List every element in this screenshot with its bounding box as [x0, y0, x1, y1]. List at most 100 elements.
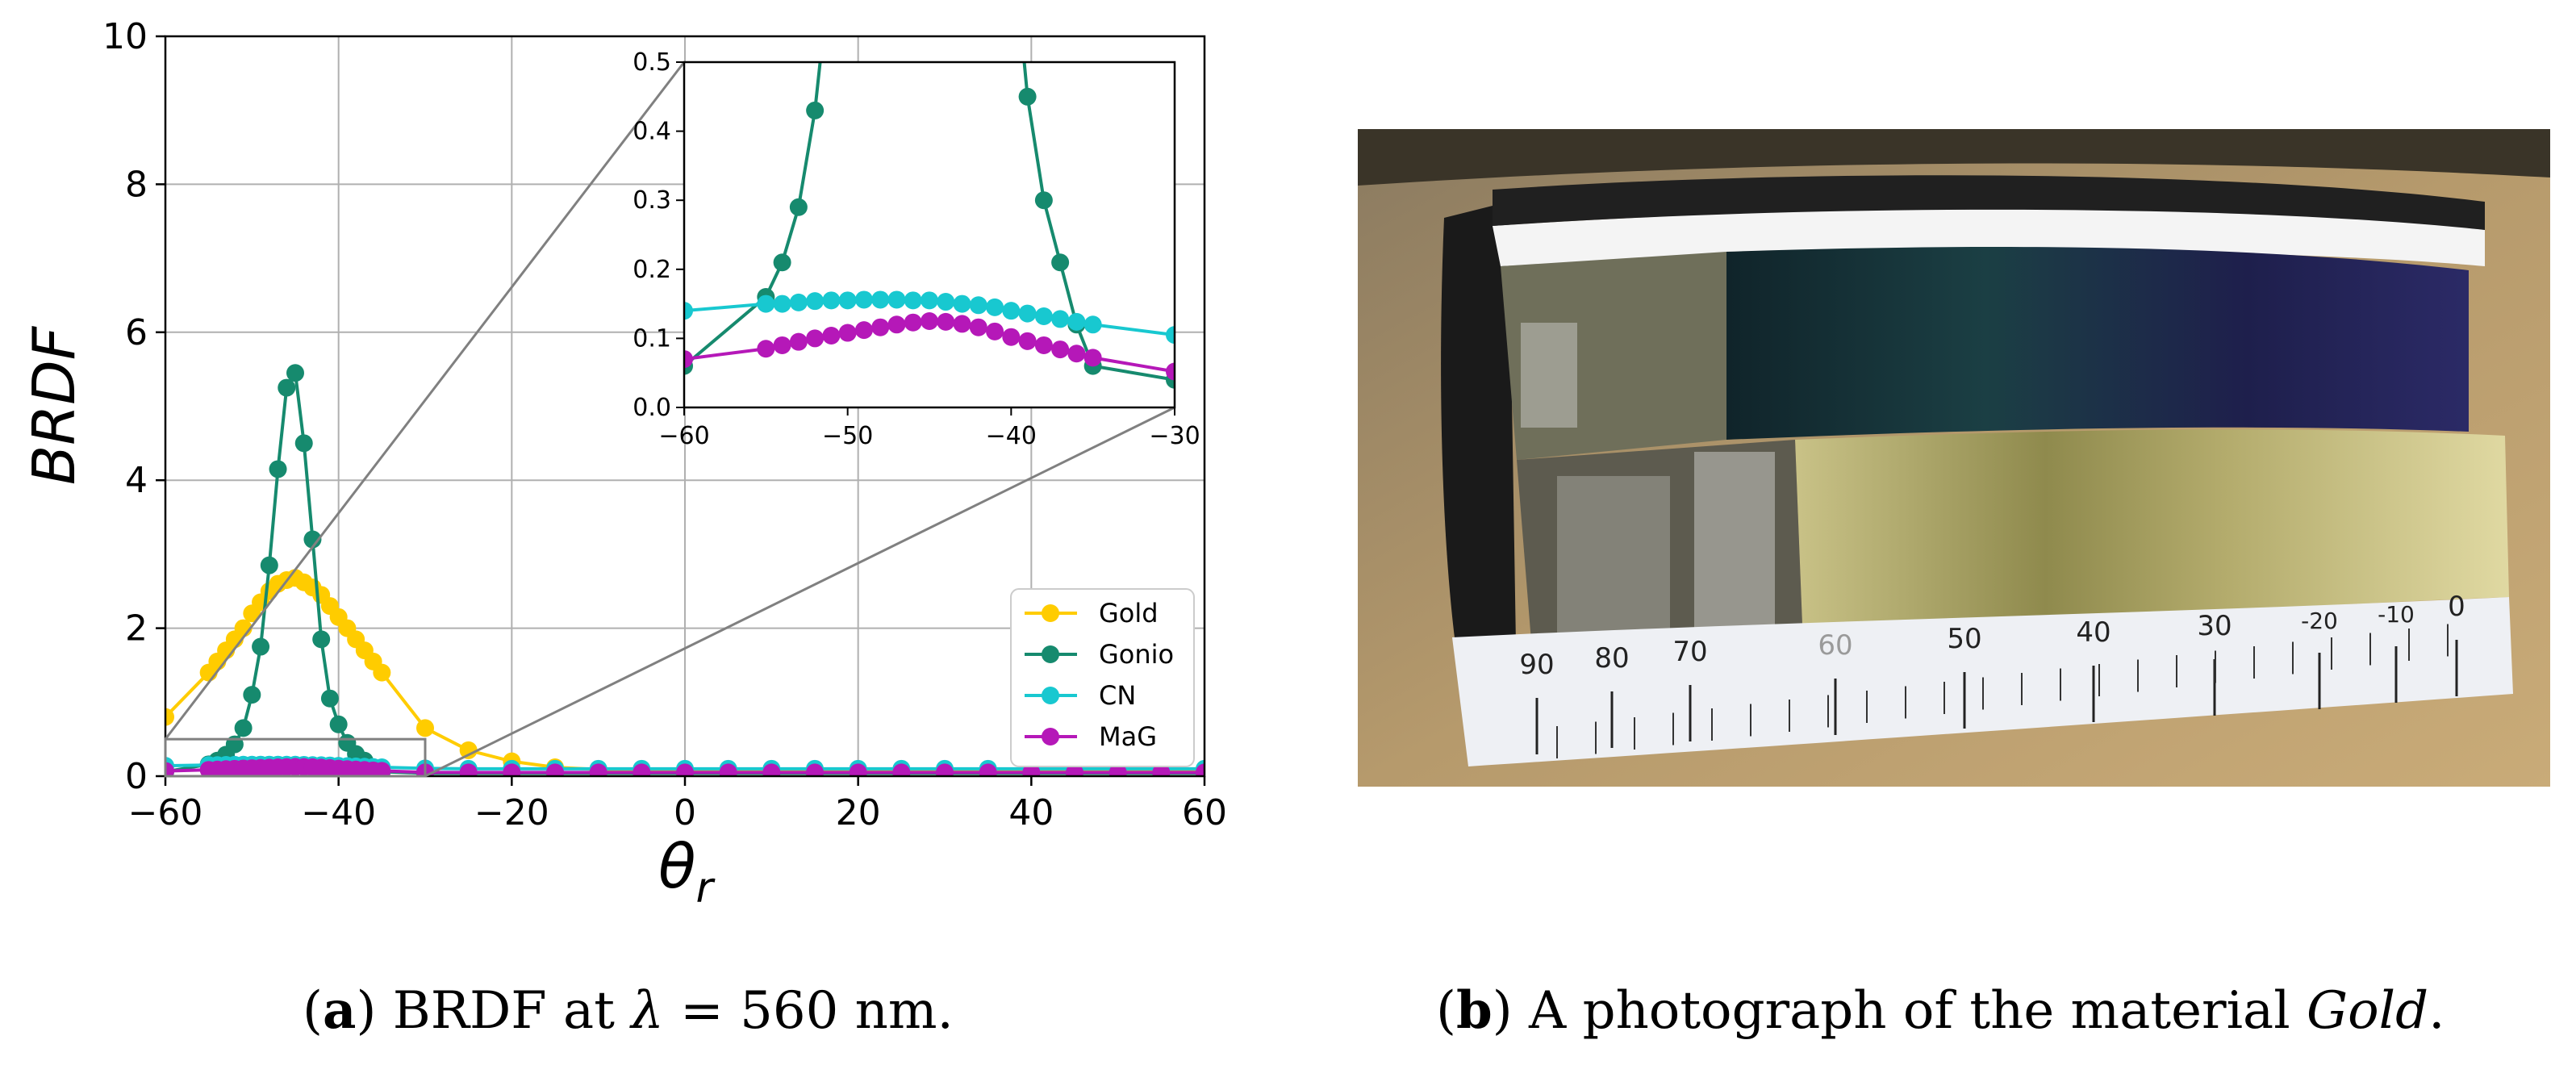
inset-point-mag	[1166, 362, 1175, 381]
zoom-connector	[164, 61, 686, 741]
point-gonio	[312, 630, 331, 649]
point-gonio	[329, 715, 348, 733]
inset-point-gonio	[789, 198, 808, 216]
point-gonio	[278, 378, 296, 397]
point-mag	[633, 763, 651, 776]
point-gonio	[320, 689, 339, 708]
x-tick-label: −60	[128, 792, 203, 833]
inset-point-cn	[854, 290, 873, 309]
point-mag	[1196, 763, 1204, 776]
x-tick-label: 0	[674, 792, 696, 833]
y-tick-label: 0	[125, 756, 148, 797]
inset-point-mag	[969, 318, 987, 336]
legend-frame	[1010, 588, 1195, 767]
inset-point-cn	[822, 291, 841, 310]
caption-b-material: Gold	[2307, 981, 2429, 1041]
point-gonio	[243, 686, 261, 704]
inset-point-mag	[986, 322, 1004, 340]
clear-strip-highlight	[1694, 452, 1775, 637]
scale-ruler: 90 80 70 60 50 40 30 -20 -10 0	[1519, 591, 2465, 758]
inset-x-tick-label: −50	[822, 422, 873, 450]
legend-marker-gonio	[1042, 645, 1059, 663]
inset-point-mag	[757, 340, 775, 358]
y-axis-label: BRDF	[20, 325, 88, 485]
scale-label: 70	[1672, 636, 1707, 668]
legend-label: MaG	[1099, 721, 1157, 752]
caption-b-text: A photograph of the material	[1529, 981, 2307, 1041]
spool-black-edge	[1441, 202, 1517, 694]
scale-label: -20	[2301, 608, 2338, 634]
inset-point-mag	[921, 312, 938, 330]
inset-point-mag	[1002, 328, 1021, 346]
inset-point-cn	[1034, 307, 1053, 326]
caption-a-lambda: λ	[631, 981, 664, 1041]
mottled-spot-2	[1557, 476, 1670, 637]
point-gonio	[234, 719, 253, 737]
legend-marker-cn	[1042, 687, 1059, 704]
inset-point-cn	[684, 302, 693, 320]
point-gonio	[286, 364, 304, 382]
photo-top-shadow	[1358, 129, 2550, 186]
y-tick-label: 10	[102, 16, 148, 57]
inset-plot-frame	[683, 61, 1176, 409]
mottled-spot	[1521, 323, 1577, 428]
main-plot: −60 −40 −20 0 20 40 60 0 2 4 6 8 10 BRDF θr −60 −50 −4…	[20, 16, 1227, 913]
legend-label: Gonio	[1099, 639, 1174, 670]
point-gonio	[260, 556, 278, 574]
inset-series-layer	[684, 62, 1175, 389]
inset-point-cn	[806, 292, 825, 311]
point-gold	[373, 663, 391, 682]
inset-point-mag	[904, 313, 922, 332]
caption-b-tag: b	[1455, 980, 1493, 1041]
inset-point-mag	[838, 324, 857, 342]
inset-point-mag	[789, 332, 808, 351]
caption-b: (b) A photograph of the material Gold.	[1436, 980, 2445, 1041]
inset-point-cn	[871, 290, 890, 309]
x-tick-label: 60	[1182, 792, 1227, 833]
inset-point-cn	[1067, 312, 1086, 331]
inset-y-tick-label: 0.4	[633, 118, 671, 146]
inset-point-mag	[806, 329, 825, 348]
x-tick-label: −20	[474, 792, 549, 833]
inset-point-mag	[1083, 349, 1102, 367]
inset-point-cn	[757, 294, 775, 313]
inset-x-tick-label: −30	[1149, 422, 1200, 450]
y-tick-label: 2	[125, 608, 148, 649]
inset-point-gonio	[806, 101, 825, 119]
photograph-gold: 90 80 70 60 50 40 30 -20 -10 0	[1358, 129, 2550, 787]
point-mag	[806, 763, 824, 776]
caption-a-text: BRDF at	[392, 981, 632, 1041]
point-gold	[459, 741, 478, 759]
spool-black-top	[1493, 175, 2485, 230]
zoom-connector	[424, 406, 1175, 778]
x-tick-label: 20	[836, 792, 881, 833]
inset-point-cn	[838, 291, 857, 310]
inset-point-mag	[1018, 332, 1037, 350]
inset-y-tick-label: 0.3	[633, 186, 671, 215]
point-mag	[936, 763, 954, 776]
point-mag	[849, 763, 867, 776]
inset-point-mag	[684, 350, 693, 369]
point-mag	[676, 763, 694, 776]
caption-a-tag: a	[322, 980, 357, 1041]
inset-point-cn	[773, 294, 791, 313]
inset-point-cn	[937, 293, 955, 311]
point-gonio	[269, 460, 287, 478]
inset-point-gonio	[1018, 87, 1037, 106]
scale-label: 50	[1947, 623, 1981, 655]
point-mag	[459, 763, 478, 776]
x-axis-label-sub: r	[696, 864, 716, 913]
zoom-indicator	[164, 61, 1175, 778]
inset-point-mag	[1067, 345, 1086, 363]
x-axis-label: θr	[658, 830, 716, 913]
inset-point-mag	[822, 326, 841, 345]
point-gonio	[252, 637, 270, 656]
x-tick-label: 40	[1008, 792, 1054, 833]
inset-point-cn	[789, 293, 808, 311]
inset-point-cn	[1051, 310, 1070, 328]
inset-y-tick-label: 0.0	[633, 394, 671, 422]
legend-label: CN	[1099, 680, 1136, 711]
legend-label: Gold	[1099, 598, 1159, 629]
point-mag	[979, 763, 997, 776]
